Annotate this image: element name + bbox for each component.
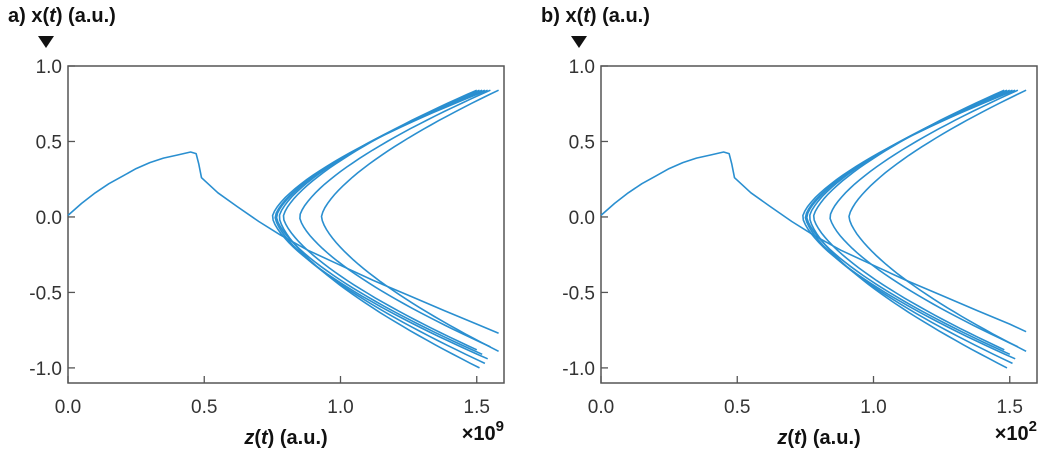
attractor-loop	[274, 89, 486, 365]
chart-panel-b: 1.0 0.5 0.0 -0.5 -1.0 0.0 0.5 1.0 1.5 b) x(t) (a.…	[541, 5, 1038, 449]
y-tick-label: 1.0	[36, 57, 62, 78]
y-axis-title: b) x(t) (a.u.)	[541, 5, 650, 27]
y-tick-label: 0.5	[569, 132, 595, 153]
trajectory-line	[600, 151, 1027, 333]
x-multiplier: ×109	[462, 418, 504, 445]
trajectory-line	[67, 151, 499, 334]
plot-frame	[600, 65, 1038, 384]
y-tick-label: -0.5	[562, 283, 595, 304]
x-axis-title: z(t) (a.u.)	[243, 427, 327, 449]
axis-arrow-icon	[38, 36, 54, 48]
x-tick-label: 0.5	[191, 397, 217, 418]
y-tick-label: 0.0	[569, 208, 595, 229]
x-tick-label: 1.5	[997, 397, 1023, 418]
y-tick-label: -0.5	[29, 283, 62, 304]
x-tick-label: 0.0	[55, 397, 81, 418]
x-tick-label: 0.5	[724, 397, 750, 418]
x-tick-label: 1.5	[464, 397, 490, 418]
x-tick-label: 1.0	[327, 397, 353, 418]
y-tick-label: 1.0	[569, 57, 595, 78]
attractor-loop	[282, 89, 478, 351]
axis-arrow-icon	[571, 36, 587, 48]
x-multiplier: ×102	[995, 418, 1037, 445]
x-tick-label: 1.0	[860, 397, 886, 418]
attractor-loop	[802, 89, 1016, 360]
y-tick-label: -1.0	[562, 359, 595, 380]
attractor-loop	[812, 89, 1005, 351]
y-axis-title: a) x(t) (a.u.)	[8, 5, 116, 27]
attractor-loop	[275, 89, 483, 356]
y-tick-label: -1.0	[29, 359, 62, 380]
y-tick-label: 0.5	[36, 132, 62, 153]
attractor-loop	[829, 89, 1019, 348]
attractor-loop	[848, 89, 1027, 353]
attractor-loop	[805, 89, 1011, 356]
chart-panel-a: 1.0 0.5 0.0 -0.5 -1.0 0.0 0.5 1.0 1.5 a) x(t) (a.…	[8, 5, 505, 449]
attractor-loop	[299, 89, 491, 348]
attractor-loop	[804, 89, 1013, 365]
x-axis-title: z(t) (a.u.)	[776, 427, 860, 449]
plot-frame	[67, 65, 505, 384]
attractor-loop	[278, 89, 480, 369]
y-tick-label: 0.0	[36, 208, 62, 229]
x-tick-label: 0.0	[588, 397, 614, 418]
attractor-loop	[271, 89, 489, 360]
attractor-loop	[320, 89, 499, 353]
